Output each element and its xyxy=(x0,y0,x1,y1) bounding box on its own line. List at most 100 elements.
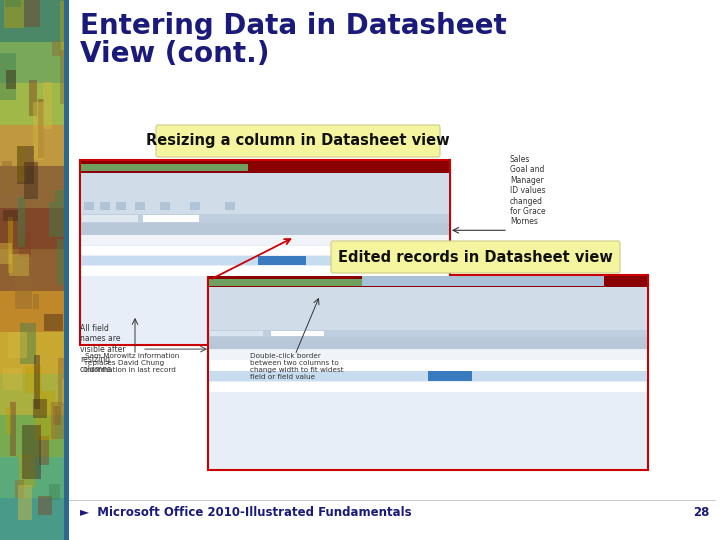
Bar xyxy=(20,322,36,365)
Bar xyxy=(1,243,12,264)
Bar xyxy=(38,496,52,515)
Bar xyxy=(209,279,394,286)
Bar xyxy=(3,210,18,221)
Bar xyxy=(0,249,64,291)
Text: ►  Microsoft Office 2010-Illustrated Fundamentals: ► Microsoft Office 2010-Illustrated Fund… xyxy=(80,505,412,518)
Bar xyxy=(225,201,235,210)
Text: Sales
Goal and
Manager
ID values
changed
for Grace
Mornes: Sales Goal and Manager ID values changed… xyxy=(510,155,546,226)
Bar xyxy=(0,53,16,100)
Bar xyxy=(53,406,61,426)
Text: 28: 28 xyxy=(693,505,710,518)
Bar xyxy=(0,125,64,166)
Bar xyxy=(81,235,449,245)
Bar xyxy=(50,484,60,500)
Bar xyxy=(0,332,64,374)
Bar xyxy=(57,239,63,285)
Bar xyxy=(10,402,16,456)
Bar xyxy=(33,399,48,418)
Bar xyxy=(210,330,263,336)
Bar xyxy=(209,371,647,381)
Text: Entering Data in Datasheet: Entering Data in Datasheet xyxy=(80,12,507,40)
Bar xyxy=(8,332,27,357)
Bar xyxy=(51,402,70,439)
Bar xyxy=(8,217,14,273)
Bar xyxy=(80,160,450,345)
Bar xyxy=(209,360,647,370)
Bar xyxy=(84,201,94,210)
Bar xyxy=(81,256,449,266)
Bar xyxy=(81,256,449,266)
Bar xyxy=(81,214,449,223)
Text: Edited records in Datasheet view: Edited records in Datasheet view xyxy=(338,249,613,265)
Bar xyxy=(428,371,472,381)
Bar xyxy=(258,256,306,266)
Bar xyxy=(18,485,32,520)
Bar xyxy=(33,294,39,309)
Bar xyxy=(60,50,74,104)
Bar xyxy=(62,379,74,404)
Bar xyxy=(135,201,145,210)
Bar xyxy=(0,498,64,540)
Bar xyxy=(58,357,69,406)
Bar xyxy=(6,408,12,434)
Bar xyxy=(143,214,199,222)
Bar xyxy=(5,0,22,7)
Bar xyxy=(24,0,40,26)
Bar xyxy=(100,201,110,210)
Bar xyxy=(209,287,647,329)
Text: Sam Morowitz information
replaces David Chung
information in last record: Sam Morowitz information replaces David … xyxy=(85,353,179,373)
Bar xyxy=(81,173,449,214)
Bar xyxy=(33,102,44,160)
Bar xyxy=(81,165,248,171)
Bar xyxy=(60,1,74,57)
Bar xyxy=(116,201,126,210)
Bar xyxy=(190,201,200,210)
Bar xyxy=(209,338,647,349)
Bar xyxy=(160,201,170,210)
FancyBboxPatch shape xyxy=(156,125,440,157)
Text: Resizing a column in Datasheet view: Resizing a column in Datasheet view xyxy=(146,133,450,148)
Bar xyxy=(17,146,26,182)
Bar xyxy=(0,0,64,42)
Bar xyxy=(209,276,647,287)
Bar xyxy=(35,392,55,440)
Text: Double-click border
between two columns to
change width to fit widest
field or f: Double-click border between two columns … xyxy=(250,353,343,380)
Bar xyxy=(208,275,648,470)
Bar xyxy=(209,349,647,360)
Bar xyxy=(39,436,48,465)
Bar xyxy=(9,254,29,276)
Bar xyxy=(209,382,647,392)
Text: View (cont.): View (cont.) xyxy=(80,40,269,68)
Bar xyxy=(0,374,64,415)
Bar xyxy=(4,0,24,28)
Bar xyxy=(0,42,64,83)
Bar xyxy=(0,415,64,457)
Bar xyxy=(19,455,35,487)
Bar xyxy=(34,355,40,409)
Bar xyxy=(209,329,647,338)
Bar xyxy=(18,197,25,247)
Bar xyxy=(55,190,66,204)
Bar xyxy=(19,232,31,256)
Bar xyxy=(0,166,64,208)
Bar xyxy=(43,82,52,129)
Bar xyxy=(25,366,42,394)
Text: All field
names are
visible after
resizing
columns: All field names are visible after resizi… xyxy=(80,324,125,374)
Bar xyxy=(49,202,66,237)
Bar xyxy=(0,208,64,249)
Bar xyxy=(38,99,44,158)
Bar xyxy=(0,457,64,498)
Bar xyxy=(81,246,449,255)
Bar xyxy=(81,266,449,275)
Bar xyxy=(6,70,16,89)
Bar xyxy=(44,314,63,331)
Bar xyxy=(14,481,24,498)
Bar xyxy=(17,146,34,184)
Bar xyxy=(2,161,12,197)
Bar xyxy=(14,256,32,309)
Bar xyxy=(362,276,604,286)
Bar xyxy=(81,161,449,173)
Bar xyxy=(64,0,69,540)
Bar xyxy=(81,223,449,235)
Bar xyxy=(24,162,38,199)
